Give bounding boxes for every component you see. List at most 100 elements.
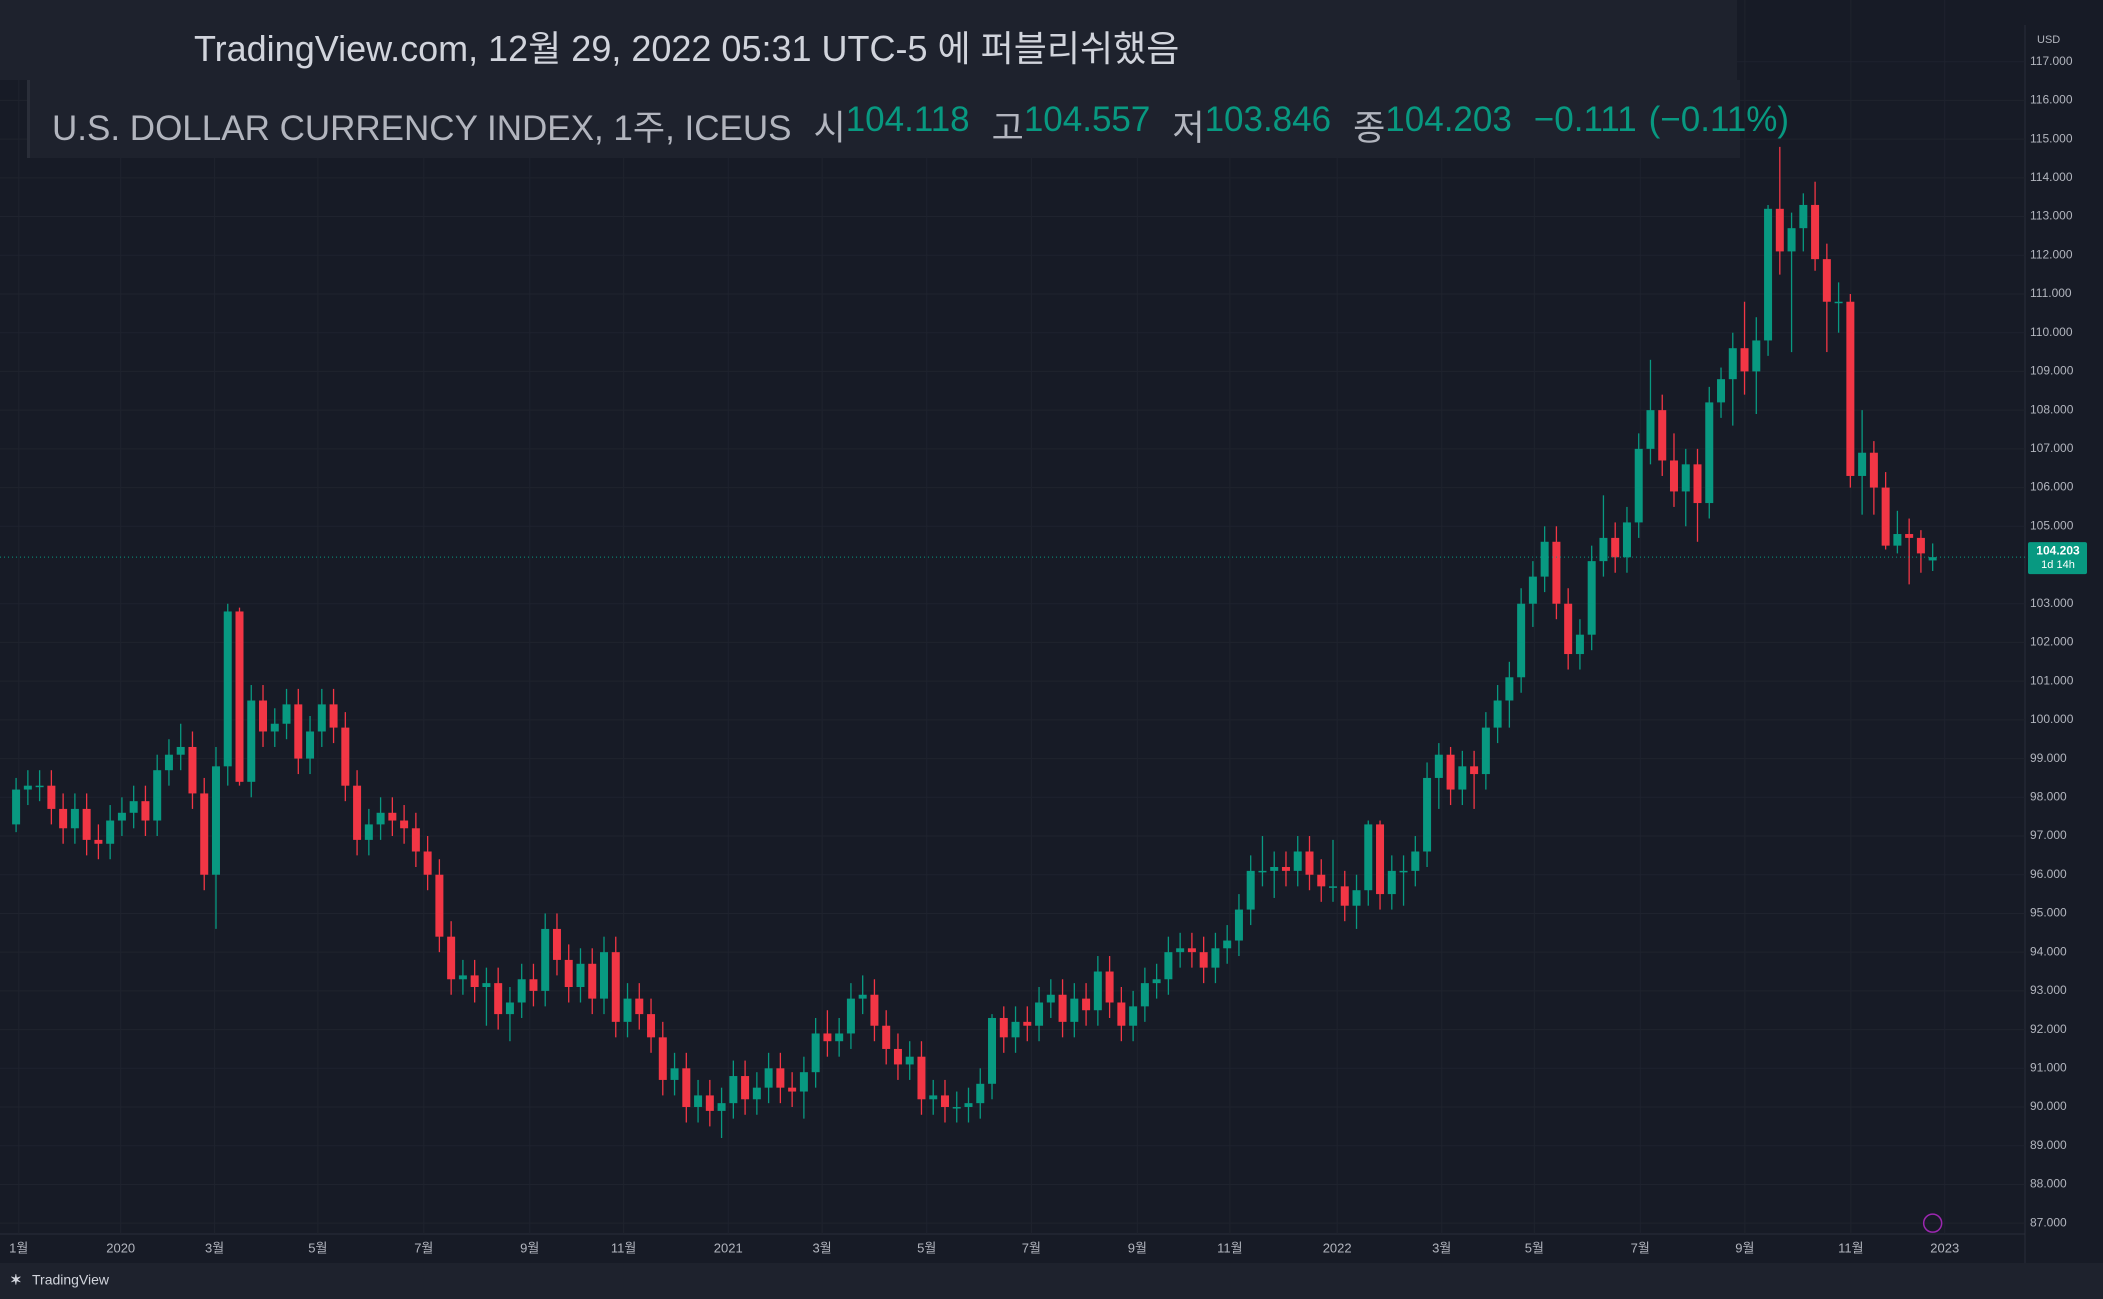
candle-body: [1787, 228, 1796, 252]
currency-label: USD: [2037, 34, 2060, 46]
candle-body: [929, 1095, 938, 1100]
candle-body: [1387, 870, 1396, 895]
candle-body: [1340, 886, 1349, 906]
candle-body: [235, 611, 244, 782]
candle-body: [964, 1103, 973, 1108]
candle-body: [294, 704, 303, 759]
candle-body: [164, 754, 173, 771]
y-tick-label: 97.000: [2030, 828, 2067, 842]
y-tick-label: 91.000: [2030, 1060, 2067, 1074]
candle-body: [1470, 766, 1479, 775]
high-label: 고: [991, 109, 1024, 148]
y-tick-label: 89.000: [2030, 1138, 2067, 1152]
candle-body: [1599, 537, 1608, 562]
candle-body: [1070, 998, 1079, 1022]
candle-body: [1916, 537, 1925, 554]
candle-body: [1058, 994, 1067, 1022]
candle-body: [1799, 204, 1808, 229]
candle-body: [917, 1056, 926, 1100]
candle-body: [1105, 971, 1114, 1003]
candle-body: [306, 731, 315, 759]
candle-body: [835, 1033, 844, 1042]
candle-body: [400, 820, 409, 829]
candle-body: [317, 704, 326, 732]
candle-body: [153, 770, 162, 821]
candle-body: [1705, 402, 1714, 504]
candle-body: [1199, 952, 1208, 968]
y-tick-label: 95.000: [2030, 906, 2067, 920]
last-price-label: 104.203: [2036, 543, 2080, 557]
candle-body: [1234, 909, 1243, 941]
y-tick-label: 105.000: [2030, 518, 2074, 532]
candle-body: [1493, 700, 1502, 728]
publish-bar: [0, 0, 1737, 80]
candle-body: [1517, 603, 1526, 678]
countdown-label: 1d 14h: [2041, 559, 2075, 571]
high-value: 104.557: [1023, 100, 1151, 139]
price-axis-bg: [2025, 0, 2103, 1263]
candle-body: [1223, 940, 1232, 949]
candle-body: [1728, 348, 1737, 380]
candle-body: [129, 801, 138, 813]
x-tick-label: 2021: [714, 1240, 743, 1255]
candle-body: [623, 998, 632, 1022]
candle-body: [200, 793, 209, 875]
candle-body: [905, 1056, 914, 1065]
candle-body: [1423, 777, 1432, 852]
y-tick-label: 94.000: [2030, 944, 2067, 958]
candle-body: [1434, 754, 1443, 778]
candle-body: [1752, 340, 1761, 372]
candle-body: [564, 959, 573, 988]
candle-body: [1258, 870, 1267, 873]
candle-body: [1764, 208, 1773, 341]
candle-body: [1082, 998, 1091, 1011]
candle-body: [1364, 824, 1373, 891]
candle-body: [893, 1048, 902, 1065]
candle-body: [1317, 874, 1326, 887]
candle-body: [376, 812, 385, 825]
y-tick-label: 101.000: [2030, 673, 2074, 687]
candle-body: [647, 1014, 656, 1038]
candle-body: [1352, 890, 1361, 906]
candle-body: [411, 828, 420, 852]
x-tick-label: 1월: [9, 1240, 28, 1255]
candle-body: [482, 983, 491, 988]
candle-body: [976, 1083, 985, 1104]
candle-body: [1869, 452, 1878, 488]
candle-body: [388, 812, 397, 821]
candle-body: [423, 851, 432, 875]
x-tick-label: 3월: [205, 1240, 224, 1255]
candle-body: [670, 1068, 679, 1080]
candle-body: [1822, 259, 1831, 302]
x-tick-label: 2023: [1930, 1240, 1959, 1255]
candle-body: [1211, 948, 1220, 968]
candle-body: [82, 808, 91, 840]
candle-body: [529, 979, 538, 991]
candle-body: [541, 928, 550, 991]
candle-body: [1152, 979, 1161, 984]
candle-body: [1093, 971, 1102, 1011]
candle-body: [458, 975, 467, 980]
candle-body: [788, 1087, 797, 1092]
change: −0.111: [1533, 100, 1637, 139]
y-tick-label: 93.000: [2030, 983, 2067, 997]
candle-body: [870, 994, 879, 1026]
y-tick-label: 107.000: [2030, 441, 2074, 455]
candle-body: [729, 1076, 738, 1104]
change-pct: (−0.11%): [1648, 100, 1790, 139]
candle-body: [211, 766, 220, 875]
y-tick-label: 103.000: [2030, 596, 2074, 610]
candle-body: [1270, 866, 1279, 871]
candle-body: [1811, 204, 1820, 260]
candle-body: [999, 1017, 1008, 1038]
candle-body: [1564, 603, 1573, 655]
close-label: 종: [1353, 109, 1386, 148]
candle-body: [658, 1037, 667, 1080]
y-tick-label: 114.000: [2030, 170, 2073, 184]
candle-body: [47, 785, 56, 809]
x-tick-label: 7월: [1022, 1240, 1041, 1255]
y-tick-label: 102.000: [2030, 635, 2074, 649]
x-tick-label: 11월: [1217, 1240, 1242, 1255]
y-tick-label: 116.000: [2030, 93, 2073, 107]
